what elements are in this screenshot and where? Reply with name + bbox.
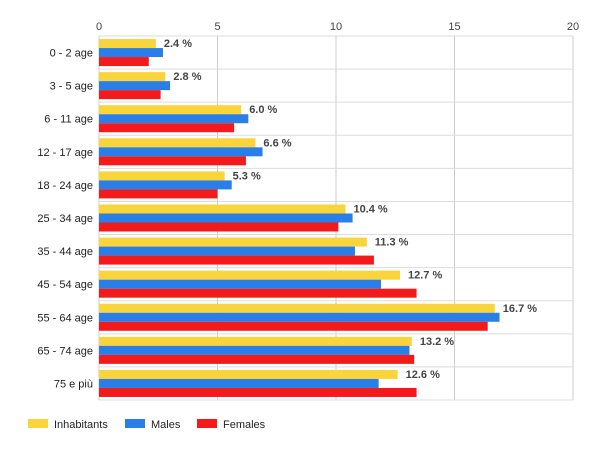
category-label: 65 - 74 age xyxy=(37,345,93,357)
bar-males-2 xyxy=(99,114,249,124)
bar-inhabitants-9 xyxy=(99,336,412,346)
bar-males-5 xyxy=(99,213,353,223)
legend-swatch-males xyxy=(125,419,145,428)
data-labels: 2.4 % 2.8 % 6.0 % 6.6 % 5.3 % 10.4 % 11.3 % 12.… xyxy=(164,38,537,381)
bars xyxy=(99,39,500,397)
bar-males-1 xyxy=(99,81,171,91)
category-label: 25 - 34 age xyxy=(37,213,93,225)
legend-label-inhabitants: Inhabitants xyxy=(54,419,108,431)
category-label: 0 - 2 age xyxy=(50,48,93,60)
bar-females-6 xyxy=(99,255,374,265)
bar-males-4 xyxy=(99,180,232,190)
x-tick-label: 5 xyxy=(214,21,220,33)
bar-females-8 xyxy=(99,321,488,331)
bar-females-9 xyxy=(99,354,415,364)
bar-inhabitants-8 xyxy=(99,303,495,313)
category-label: 75 e più xyxy=(54,378,93,390)
bar-males-0 xyxy=(99,48,163,58)
category-label: 35 - 44 age xyxy=(37,246,93,258)
legend-swatch-females xyxy=(197,419,217,428)
bar-females-1 xyxy=(99,90,161,100)
grid-lines xyxy=(98,35,574,401)
data-label: 11.3 % xyxy=(375,237,409,249)
bar-males-7 xyxy=(99,279,382,289)
category-label: 12 - 17 age xyxy=(37,147,93,159)
data-label: 5.3 % xyxy=(233,170,261,182)
bar-females-0 xyxy=(99,57,149,67)
x-tick-label: 0 xyxy=(96,21,102,33)
data-label: 2.4 % xyxy=(164,38,192,50)
category-labels: 0 - 2 age 3 - 5 age 6 - 11 age 12 - 17 age 1… xyxy=(37,48,93,391)
category-label: 3 - 5 age xyxy=(50,81,93,93)
data-label: 12.7 % xyxy=(408,270,442,282)
bar-males-6 xyxy=(99,246,355,256)
legend-label-males: Males xyxy=(151,419,181,431)
bar-females-7 xyxy=(99,288,417,298)
bar-males-3 xyxy=(99,147,263,157)
data-label: 6.0 % xyxy=(249,104,277,116)
category-label: 55 - 64 age xyxy=(37,312,93,324)
bar-inhabitants-1 xyxy=(99,72,166,82)
category-label: 18 - 24 age xyxy=(37,180,93,192)
bar-males-9 xyxy=(99,345,410,355)
bar-inhabitants-6 xyxy=(99,237,367,247)
legend-swatch-inhabitants xyxy=(28,419,48,428)
bar-inhabitants-3 xyxy=(99,138,256,148)
x-tick-label: 20 xyxy=(567,21,579,33)
bar-inhabitants-10 xyxy=(99,369,398,379)
bar-males-10 xyxy=(99,378,379,388)
bar-females-5 xyxy=(99,222,339,232)
bar-males-8 xyxy=(99,312,500,322)
data-label: 2.8 % xyxy=(173,71,201,83)
bar-inhabitants-5 xyxy=(99,204,346,214)
bar-females-10 xyxy=(99,387,417,397)
data-label: 13.2 % xyxy=(420,336,454,348)
x-axis-ticks: 0 5 10 15 20 xyxy=(96,21,579,33)
data-label: 16.7 % xyxy=(503,303,537,315)
data-label: 12.6 % xyxy=(406,369,440,381)
bar-females-3 xyxy=(99,156,246,166)
legend-label-females: Females xyxy=(223,419,266,431)
legend: Inhabitants Males Females xyxy=(28,419,266,431)
bar-females-4 xyxy=(99,189,218,199)
data-label: 10.4 % xyxy=(353,204,387,216)
bar-females-2 xyxy=(99,123,235,133)
bar-inhabitants-0 xyxy=(99,39,156,49)
bar-inhabitants-2 xyxy=(99,105,242,115)
category-label: 6 - 11 age xyxy=(44,114,93,126)
bar-inhabitants-4 xyxy=(99,171,225,181)
data-label: 6.6 % xyxy=(263,137,291,149)
x-tick-label: 10 xyxy=(330,21,342,33)
bar-inhabitants-7 xyxy=(99,270,400,280)
x-tick-label: 15 xyxy=(448,21,460,33)
category-label: 45 - 54 age xyxy=(37,279,93,291)
